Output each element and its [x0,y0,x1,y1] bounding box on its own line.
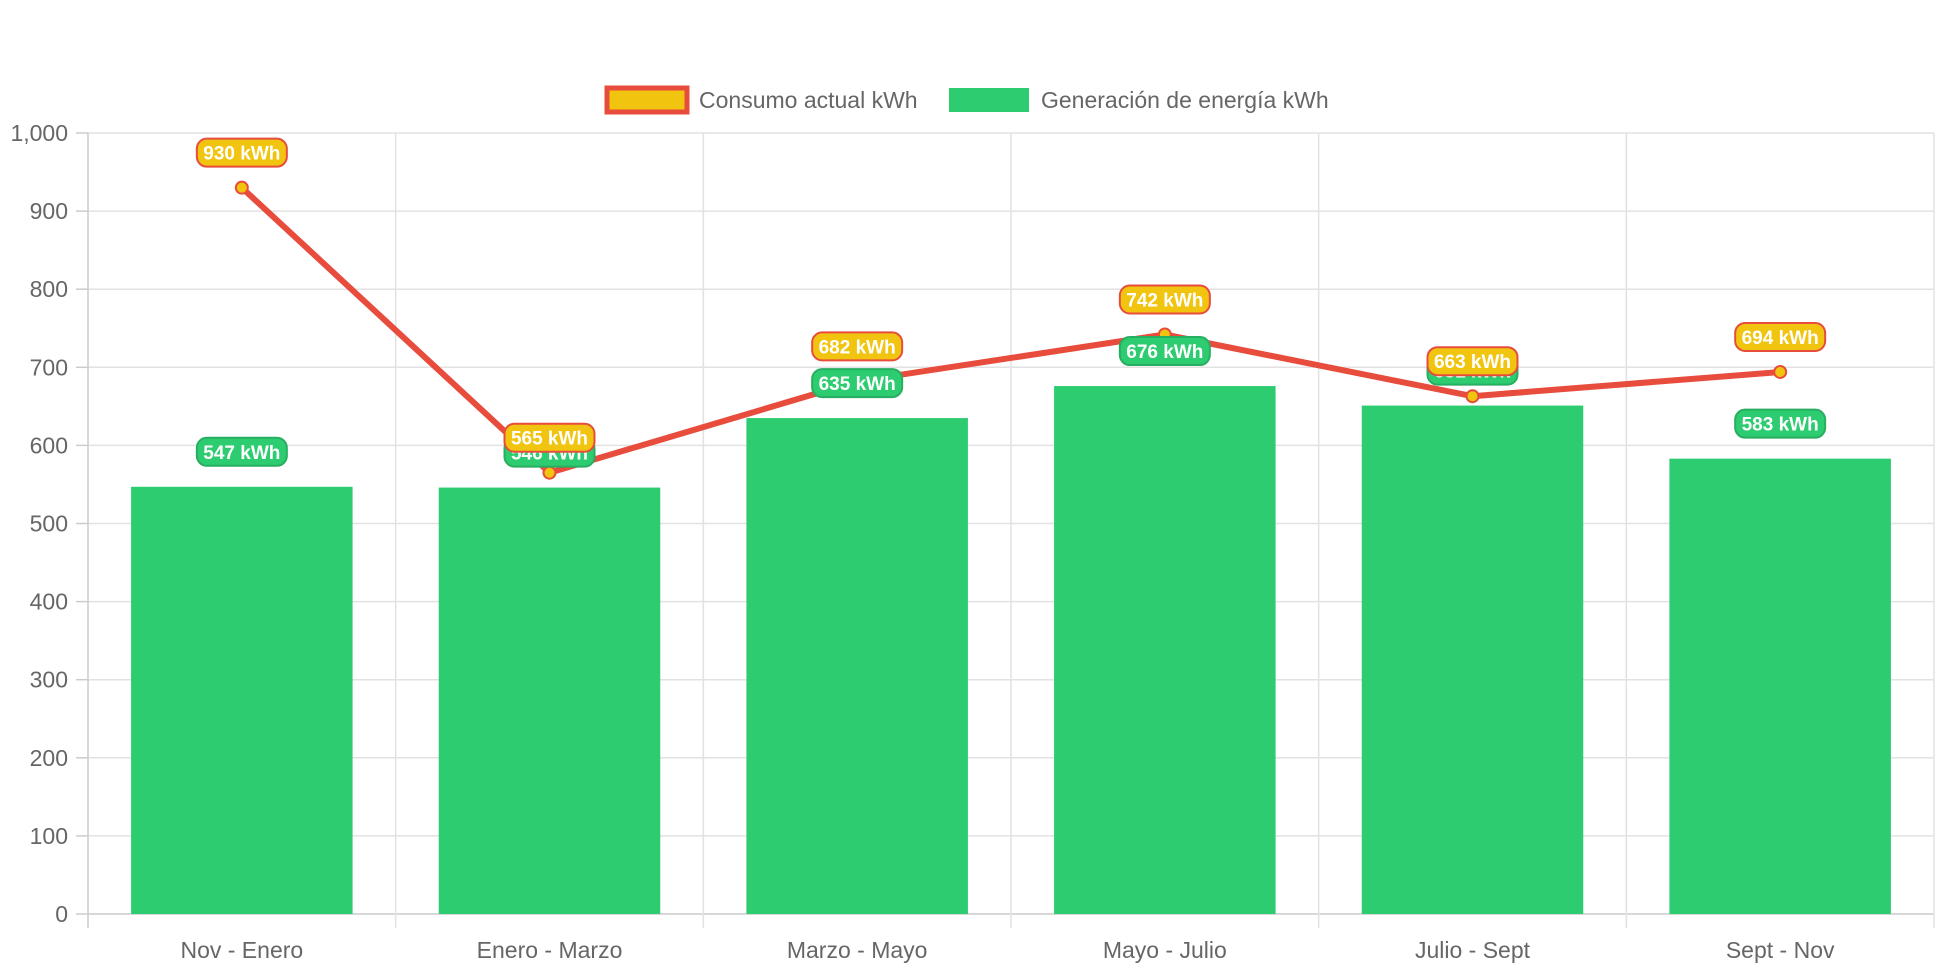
line-data-label: 682 kWh [811,331,904,362]
legend-label-generacion: Generación de energía kWh [1041,87,1329,113]
line-data-label: 694 kWh [1734,321,1827,352]
bar[interactable] [1669,458,1891,914]
legend-swatch-consumo [604,85,690,115]
x-tick-label: Enero - Marzo [477,937,623,963]
line-data-label: 742 kWh [1118,284,1211,315]
y-tick-label: 0 [55,901,68,927]
y-tick-label: 700 [30,354,68,380]
bar-data-label-bg [195,436,288,467]
line-data-label-bg [503,422,596,453]
y-tick-label: 800 [30,276,68,302]
bar-data-label: 547 kWh [195,436,288,467]
consumo-line [239,185,1781,476]
legend: Consumo actual kWh Generación de energía… [604,85,1329,115]
x-tick-label: Sept - Nov [1726,937,1835,963]
line-point[interactable] [1465,389,1480,404]
line-point[interactable] [1773,364,1788,379]
y-axis: 0 100 200 300 400 500 600 700 800 900 1,000 [10,120,68,927]
line-data-label-bg [1426,346,1519,377]
line-data-label-bg [1118,284,1211,315]
legend-item-consumo[interactable]: Consumo actual kWh [604,85,918,115]
line-data-label-text: 682 kWh [819,337,896,358]
line-data-label-bg [811,331,904,362]
bar[interactable] [131,486,353,914]
y-tick-label: 400 [30,589,68,615]
line-data-label-bg [195,137,288,168]
bar-data-label-text: 635 kWh [819,374,896,395]
line-point[interactable] [542,465,557,480]
x-tick-label: Marzo - Mayo [787,937,928,963]
x-axis: Nov - Enero Enero - Marzo Marzo - Mayo Mayo… [180,937,1835,963]
line-data-labels: 930 kWh 565 kWh 682 kWh 742 kWh 663 kWh 694 k… [195,137,1827,453]
line-data-label-text: 694 kWh [1742,328,1819,349]
line-data-label-text: 663 kWh [1434,352,1511,373]
line-data-label: 565 kWh [503,422,596,453]
line-data-label-bg [1734,321,1827,352]
bar-data-label-text: 583 kWh [1742,415,1819,436]
y-tick-label: 500 [30,511,68,537]
bar-series [131,386,1891,914]
y-tick-label: 100 [30,823,68,849]
line-point[interactable] [234,180,249,195]
bar[interactable] [1361,405,1584,914]
bar-data-label-bg [811,368,904,399]
bar-data-label: 583 kWh [1734,408,1827,439]
legend-item-generacion[interactable]: Generación de energía kWh [949,87,1329,113]
x-tick-label: Mayo - Julio [1103,937,1227,963]
line-data-label: 663 kWh [1426,346,1519,377]
legend-label-consumo: Consumo actual kWh [699,87,918,113]
bar-data-label: 676 kWh [1118,336,1211,367]
line-data-label-text: 930 kWh [203,144,280,165]
line-data-label: 930 kWh [195,137,288,168]
line-data-label-text: 742 kWh [1126,290,1203,311]
x-tick-label: Nov - Enero [180,937,303,963]
bar-data-label-bg [1118,336,1211,367]
bar-data-label-bg [1734,408,1827,439]
line-data-label-text: 565 kWh [511,429,588,450]
legend-swatch-generacion [949,88,1029,112]
line-series [234,180,1788,480]
y-tick-label: 300 [30,667,68,693]
bar[interactable] [438,487,661,914]
bar-data-label: 635 kWh [811,368,904,399]
y-tick-label: 900 [30,198,68,224]
bar-data-label-text: 676 kWh [1126,342,1203,363]
grid-lines [76,132,1935,928]
bar-data-label-text: 547 kWh [203,443,280,464]
y-tick-label: 200 [30,745,68,771]
x-tick-label: Julio - Sept [1415,937,1531,963]
y-tick-label: 600 [30,432,68,458]
y-tick-label: 1,000 [10,120,68,146]
bar[interactable] [1054,386,1276,914]
bar[interactable] [746,418,968,914]
